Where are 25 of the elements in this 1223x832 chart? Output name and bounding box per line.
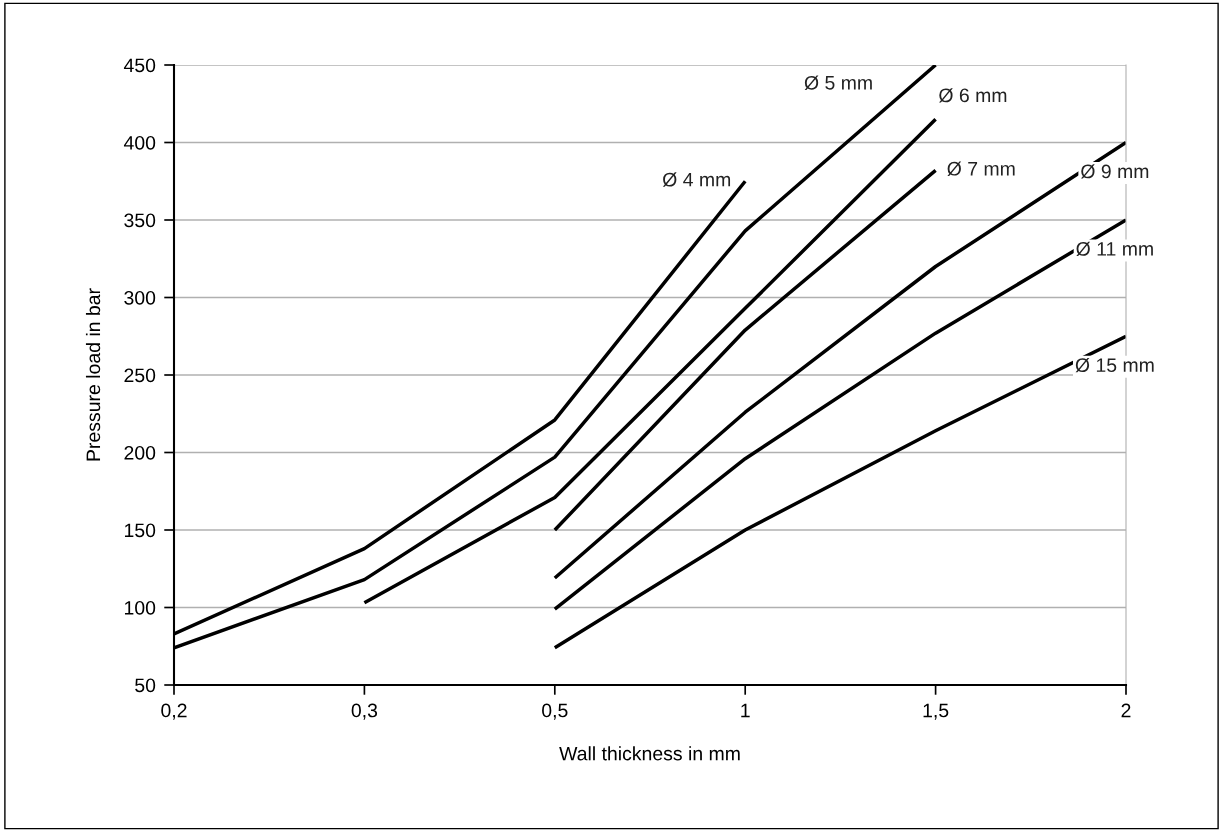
y-tick-label: 250 — [124, 368, 156, 383]
y-tick-label: 350 — [124, 213, 156, 228]
series-label: Ø 5 mm — [804, 75, 872, 90]
line-series — [362, 117, 938, 605]
series-label: Ø 7 mm — [947, 161, 1015, 176]
x-tick-label: 0,2 — [161, 703, 187, 720]
y-axis-title: Pressure load in bar — [85, 288, 101, 461]
y-tick-label: 150 — [124, 523, 156, 538]
series-label: Ø 9 mm — [1081, 164, 1149, 179]
x-tick-label: 1 — [741, 703, 750, 718]
x-axis-title: Wall thickness in mm — [559, 746, 740, 761]
x-tick-label: 2 — [1121, 703, 1131, 718]
y-tick-label: 50 — [135, 678, 156, 693]
x-tick-label: 0,3 — [351, 703, 378, 720]
series-label: Ø 11 mm — [1076, 241, 1153, 257]
y-tick-label: 400 — [123, 135, 156, 150]
y-tick-label: 100 — [124, 600, 156, 615]
series-label: Ø 4 mm — [662, 172, 731, 187]
series-label: Ø 6 mm — [939, 88, 1007, 103]
x-tick-label: 1,5 — [923, 703, 949, 720]
y-tick-label: 450 — [123, 58, 156, 73]
y-tick-label: 200 — [124, 445, 156, 460]
y-tick-label: 300 — [124, 290, 156, 305]
x-tick-label: 0,5 — [542, 703, 568, 720]
series-label: Ø 15 mm — [1075, 357, 1154, 373]
